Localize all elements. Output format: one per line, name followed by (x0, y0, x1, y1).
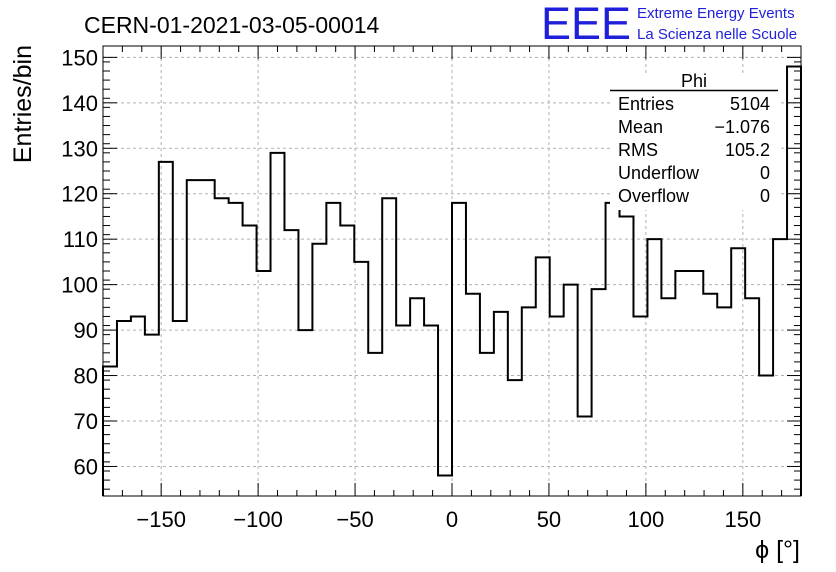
stats-box-title: Phi (681, 71, 707, 91)
stats-row-value: 5104 (730, 94, 770, 114)
y-axis-ticks: 60 70 80 90 100 110 120 130 140 150 (61, 45, 801, 490)
stats-row-label: Entries (618, 94, 674, 114)
stats-row-value: 105.2 (725, 140, 770, 160)
x-tick-label: 100 (628, 507, 665, 532)
stats-row-value: −1.076 (714, 117, 770, 137)
stats-box-background (610, 76, 778, 210)
x-axis-label: ϕ [°] (755, 536, 800, 564)
stats-row-value: 0 (760, 186, 770, 206)
x-tick-label: −50 (336, 507, 373, 532)
y-tick-label: 80 (74, 364, 98, 389)
stats-row-label: Underflow (618, 163, 700, 183)
y-tick-label: 70 (74, 409, 98, 434)
logo-line1: Extreme Energy Events (637, 5, 795, 22)
y-tick-label: 110 (63, 227, 98, 252)
y-tick-label: 120 (61, 182, 98, 207)
x-tick-label: −150 (136, 507, 186, 532)
stats-row-label: Overflow (618, 186, 690, 206)
y-tick-label: 90 (74, 318, 98, 343)
stats-row-label: RMS (618, 140, 658, 160)
logo-line2: La Scienza nelle Scuole (637, 26, 797, 43)
logo-mark: EEE (541, 0, 631, 49)
y-tick-label: 150 (61, 45, 98, 70)
chart-title: CERN-01-2021-03-05-00014 (84, 12, 380, 38)
histogram-series (102, 65, 802, 496)
eee-logo: EEE Extreme Energy Events La Scienza nel… (541, 0, 797, 49)
x-tick-label: 50 (537, 507, 561, 532)
x-tick-label: 0 (446, 507, 458, 532)
x-tick-label: 150 (724, 507, 761, 532)
y-tick-label: 100 (61, 273, 98, 298)
stats-box: Phi Entries 5104 Mean −1.076 RMS 105.2 Underfl… (610, 71, 778, 210)
stats-row-label: Mean (618, 117, 663, 137)
x-axis-ticks: −150 −100 −50 0 50 100 150 (102, 46, 802, 532)
y-tick-label: 140 (61, 91, 98, 116)
y-axis-label: Entries/bin (9, 45, 37, 163)
y-tick-label: 130 (61, 136, 98, 161)
x-tick-label: −100 (233, 507, 283, 532)
y-tick-label: 60 (74, 454, 98, 479)
stats-row-value: 0 (760, 163, 770, 183)
